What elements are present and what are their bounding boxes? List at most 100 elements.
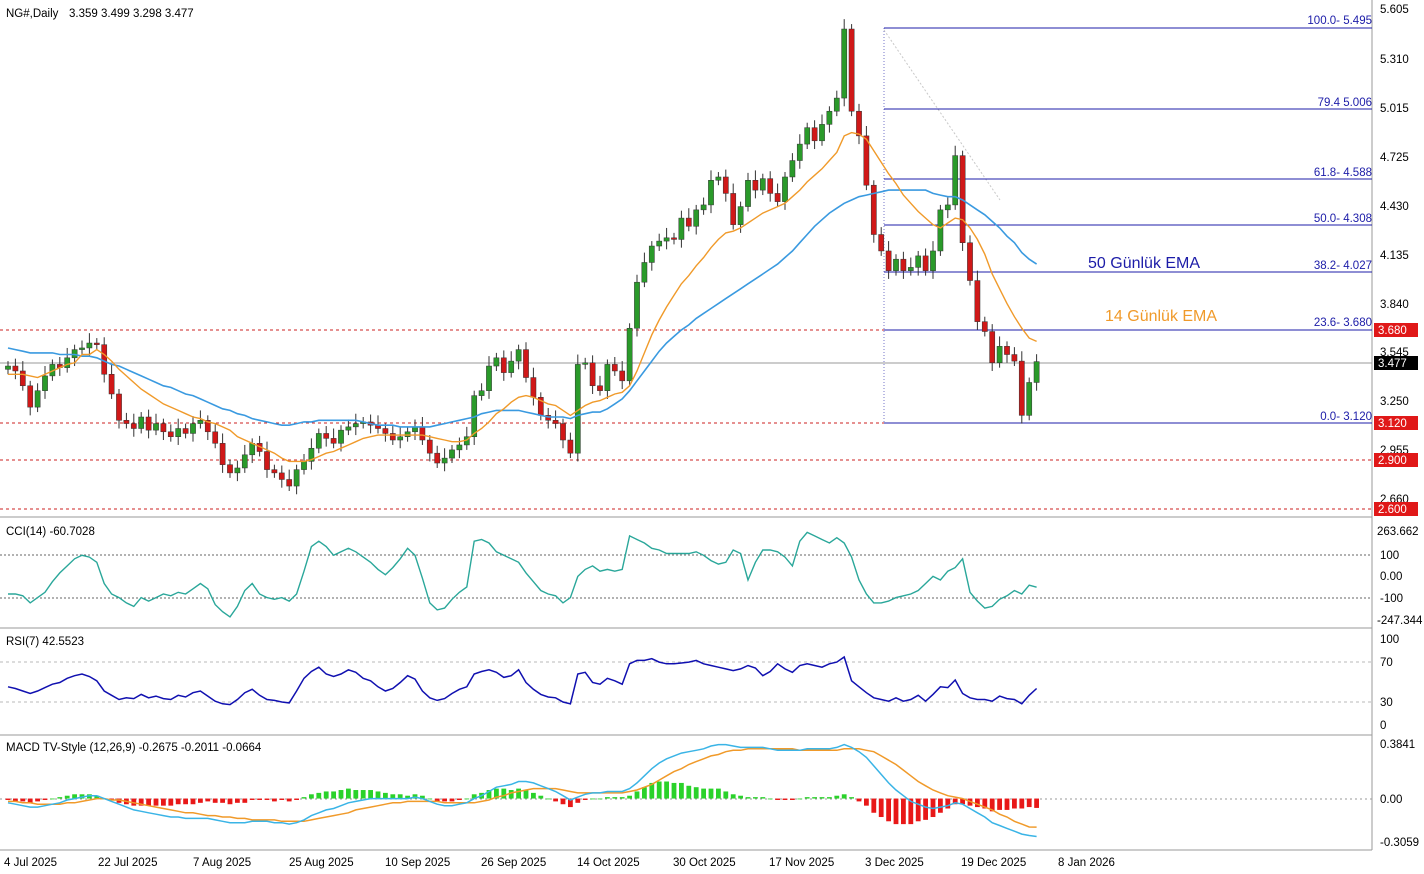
- candle-bull[interactable]: [449, 449, 455, 459]
- candle-bull[interactable]: [745, 180, 751, 207]
- candle-bull[interactable]: [656, 240, 663, 247]
- candle-bull[interactable]: [996, 346, 1003, 364]
- candle-bear[interactable]: [967, 242, 973, 281]
- candle-bull[interactable]: [86, 342, 93, 349]
- candle-bull[interactable]: [42, 375, 48, 391]
- candle-bear[interactable]: [108, 374, 115, 395]
- candle-bull[interactable]: [678, 217, 685, 240]
- candle-bear[interactable]: [219, 443, 226, 465]
- candle-bear[interactable]: [552, 420, 559, 424]
- candle-bull[interactable]: [663, 237, 670, 242]
- candle-bull[interactable]: [715, 176, 722, 181]
- candle-bull[interactable]: [34, 390, 41, 408]
- candle-bear[interactable]: [597, 385, 603, 391]
- candle-bull[interactable]: [153, 423, 159, 431]
- candle-bull[interactable]: [907, 267, 914, 271]
- candle-bear[interactable]: [863, 135, 870, 186]
- candle-bull[interactable]: [241, 454, 248, 469]
- candle-bull[interactable]: [338, 429, 344, 444]
- candle-bear[interactable]: [130, 423, 137, 429]
- candle-bull[interactable]: [175, 428, 182, 437]
- candle-bear[interactable]: [848, 28, 855, 112]
- candle-bear[interactable]: [1004, 346, 1010, 355]
- candle-bull[interactable]: [804, 127, 811, 145]
- candle-bear[interactable]: [989, 331, 996, 364]
- candle-bull[interactable]: [456, 444, 463, 451]
- candle-bull[interactable]: [345, 426, 352, 431]
- candle-bull[interactable]: [944, 204, 951, 211]
- candle-bull[interactable]: [604, 364, 611, 391]
- candle-bear[interactable]: [93, 342, 100, 345]
- candle-bull[interactable]: [64, 357, 71, 368]
- candle-bull[interactable]: [508, 360, 515, 373]
- candles[interactable]: [5, 19, 1040, 495]
- candle-bull[interactable]: [5, 365, 11, 370]
- fibonacci-levels[interactable]: 100.0- 5.495 79.4 5.006 61.8- 4.588 50.0…: [883, 15, 1372, 424]
- candle-bull[interactable]: [833, 97, 840, 112]
- candle-bear[interactable]: [671, 237, 677, 240]
- candle-bear[interactable]: [545, 415, 552, 421]
- candle-bear[interactable]: [922, 255, 929, 271]
- candle-bear[interactable]: [286, 479, 293, 487]
- candle-bull[interactable]: [930, 250, 936, 271]
- candle-bull[interactable]: [693, 209, 700, 227]
- candle-bear[interactable]: [19, 370, 26, 387]
- candle-bear[interactable]: [878, 234, 885, 252]
- candle-bear[interactable]: [426, 439, 433, 454]
- candle-bull[interactable]: [315, 433, 322, 449]
- candle-bull[interactable]: [582, 362, 589, 365]
- candle-bear[interactable]: [885, 250, 892, 271]
- candle-bear[interactable]: [227, 464, 233, 474]
- candle-bull[interactable]: [759, 178, 766, 191]
- candle-bull[interactable]: [515, 349, 522, 362]
- candle-bear[interactable]: [619, 370, 626, 382]
- candle-bull[interactable]: [648, 245, 655, 263]
- candle-bear[interactable]: [323, 433, 330, 439]
- candle-bull[interactable]: [493, 357, 500, 367]
- candle-bear[interactable]: [722, 176, 729, 194]
- candle-bull[interactable]: [789, 160, 796, 178]
- candle-bull[interactable]: [404, 431, 411, 437]
- candle-bull[interactable]: [190, 423, 196, 434]
- candle-bull[interactable]: [626, 327, 633, 382]
- candle-bear[interactable]: [278, 472, 285, 480]
- candle-bear[interactable]: [523, 349, 529, 378]
- candle-bull[interactable]: [893, 258, 899, 271]
- candle-bear[interactable]: [160, 423, 167, 433]
- candle-bear[interactable]: [767, 178, 774, 194]
- candle-bear[interactable]: [500, 357, 507, 373]
- candle-bear[interactable]: [123, 420, 130, 424]
- candle-bull[interactable]: [952, 155, 959, 206]
- candle-bear[interactable]: [271, 469, 278, 474]
- candle-bear[interactable]: [560, 423, 566, 441]
- candle-bull[interactable]: [138, 416, 145, 429]
- candle-bear[interactable]: [419, 426, 426, 441]
- candle-bull[interactable]: [634, 281, 640, 329]
- candle-bear[interactable]: [567, 439, 574, 454]
- candle-bear[interactable]: [212, 431, 219, 444]
- candle-bear[interactable]: [589, 362, 596, 387]
- candle-bull[interactable]: [478, 390, 485, 396]
- candle-bull[interactable]: [1026, 382, 1033, 416]
- candle-bear[interactable]: [981, 321, 988, 332]
- candle-bear[interactable]: [116, 393, 122, 421]
- candle-bull[interactable]: [937, 209, 944, 252]
- candle-bear[interactable]: [752, 180, 759, 191]
- candle-bear[interactable]: [12, 365, 19, 372]
- candle-bull[interactable]: [249, 443, 256, 456]
- candle-bull[interactable]: [293, 469, 300, 487]
- candle-bear[interactable]: [811, 127, 818, 142]
- candle-bear[interactable]: [330, 438, 337, 444]
- candle-bull[interactable]: [782, 176, 788, 202]
- candle-bull[interactable]: [641, 262, 648, 283]
- candle-bull[interactable]: [397, 436, 404, 441]
- candle-bear[interactable]: [167, 431, 174, 437]
- candle-bear[interactable]: [264, 451, 270, 470]
- candle-bull[interactable]: [700, 204, 707, 211]
- candle-bear[interactable]: [730, 193, 737, 225]
- candle-bull[interactable]: [441, 457, 448, 464]
- candle-bear[interactable]: [685, 217, 692, 227]
- candle-bear[interactable]: [382, 428, 389, 434]
- candle-bull[interactable]: [826, 110, 833, 125]
- candle-bear[interactable]: [204, 420, 211, 433]
